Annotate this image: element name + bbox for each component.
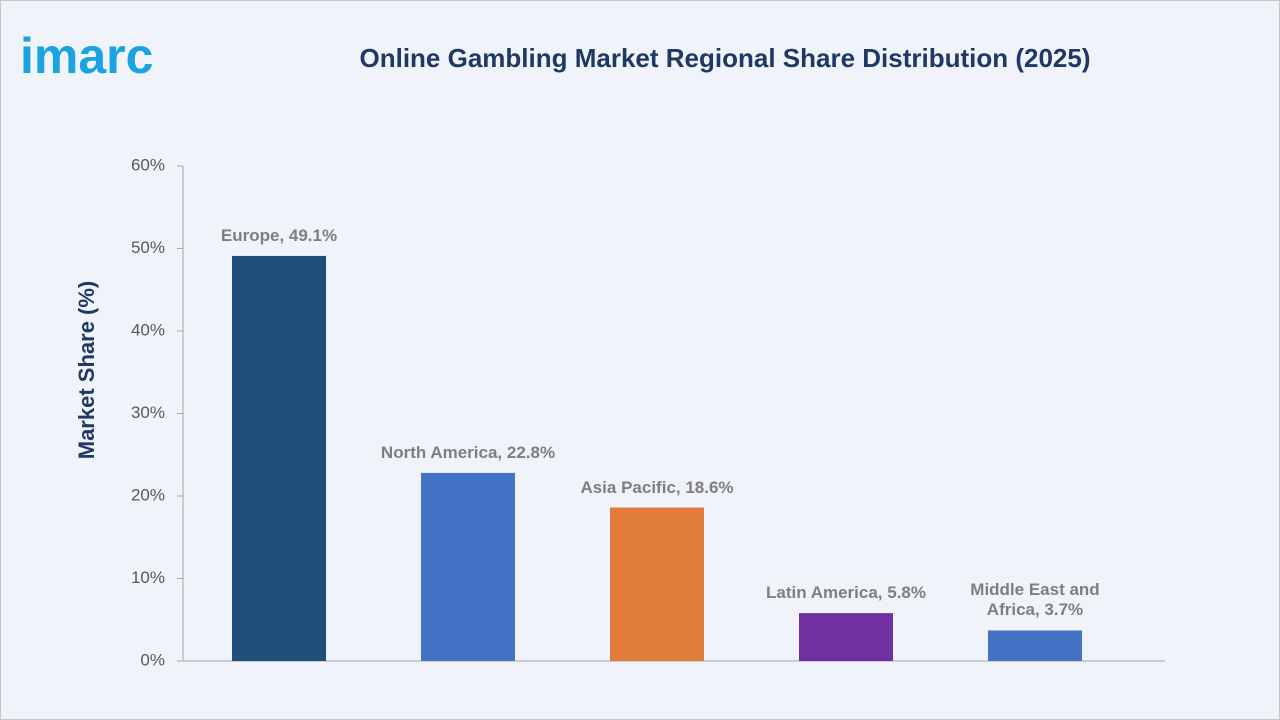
bar [610, 507, 704, 661]
y-tick-label: 40% [131, 320, 165, 339]
data-label: Europe, 49.1% [220, 225, 338, 245]
y-tick-label: 60% [131, 155, 165, 174]
data-label: Latin America, 5.8% [766, 583, 926, 603]
y-tick-label: 50% [131, 238, 165, 257]
bar [421, 472, 515, 661]
y-tick-label: 20% [131, 485, 165, 504]
y-tick-label: 10% [131, 568, 165, 587]
bar [799, 613, 893, 661]
data-label: North America, 22.8% [380, 442, 556, 462]
chart-title: Online Gambling Market Regional Share Di… [359, 43, 1090, 73]
data-label: Middle East and Africa, 3.7% [970, 580, 1100, 620]
data-label: Asia Pacific, 18.6% [580, 477, 734, 497]
y-tick-label: 0% [140, 650, 165, 669]
bar [988, 630, 1082, 661]
y-axis-label: Market Share (%) [74, 281, 99, 460]
bar [232, 255, 326, 662]
logo: imarc [20, 28, 153, 84]
y-tick-label: 30% [131, 403, 165, 422]
